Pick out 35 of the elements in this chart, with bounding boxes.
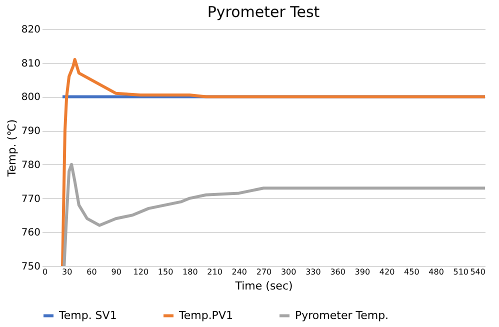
x-tick-label: 60 — [86, 268, 97, 276]
x-tick-label: 540 — [470, 268, 486, 276]
x-tick-label: 360 — [330, 268, 346, 276]
y-tick-label: 800 — [21, 92, 40, 104]
x-tick-label: 390 — [354, 268, 370, 276]
x-tick-label: 330 — [306, 268, 321, 276]
legend-label: Temp. SV1 — [58, 308, 117, 322]
x-tick-label: 120 — [133, 268, 149, 276]
y-tick-label: 780 — [21, 160, 40, 171]
y-tick-label: 790 — [21, 126, 40, 138]
x-tick-label: 180 — [182, 268, 198, 276]
x-tick-label: 240 — [232, 268, 248, 276]
chart-title: Pyrometer Test — [207, 3, 320, 21]
y-tick-label: 820 — [21, 24, 40, 36]
x-tick-label: 450 — [404, 268, 420, 276]
x-tick-label: 480 — [428, 268, 444, 276]
legend-label: Temp.PV1 — [178, 308, 233, 322]
y-tick-label: 810 — [21, 58, 40, 70]
x-tick-label: 510 — [453, 268, 469, 276]
x-tick-label: 90 — [111, 268, 122, 276]
x-tick-label: 210 — [207, 268, 222, 276]
y-tick-label: 750 — [21, 262, 40, 272]
x-tick-label: 150 — [158, 268, 174, 276]
y-tick-label: 760 — [21, 228, 40, 239]
line-series — [62, 162, 485, 266]
x-tick-label: 420 — [379, 268, 395, 276]
legend-label: Pyrometer Temp. — [295, 308, 389, 322]
y-tick-label: 770 — [21, 194, 40, 205]
x-tick-label: 30 — [62, 268, 72, 276]
x-tick-label: 270 — [256, 268, 272, 276]
x-axis-title: Time (sec) — [234, 280, 293, 292]
line-series — [61, 58, 485, 266]
x-tick-label: 0 — [42, 268, 48, 276]
y-axis-title: Temp. (℃) — [5, 119, 18, 178]
x-tick-label: 300 — [280, 268, 296, 276]
